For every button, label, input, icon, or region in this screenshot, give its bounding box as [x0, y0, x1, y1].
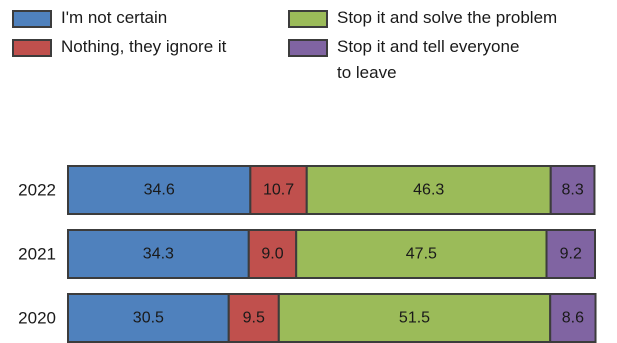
bar-segment-2020-s1 [227, 293, 280, 343]
bar-segment-2021-s1 [247, 229, 298, 279]
legend-label: Nothing, they ignore it [61, 37, 227, 56]
year-label-2021: 2021 [18, 245, 56, 264]
data-label-2022-s3: 8.3 [561, 182, 583, 199]
legend-item-not-certain: I'm not certain [12, 8, 167, 31]
bar-segment-2021-s0 [67, 229, 250, 279]
legend-swatch-not-certain [12, 10, 52, 28]
legend-item-nothing: Nothing, they ignore it [12, 37, 226, 60]
data-label-2021-s3: 9.2 [560, 246, 582, 263]
legend-label: I'm not certain [61, 8, 168, 27]
year-label-2022: 2022 [18, 181, 56, 200]
bar-segment-2021-s3 [545, 229, 596, 279]
bar-segment-2022-s3 [549, 165, 596, 215]
data-label-2020-s1: 9.5 [243, 310, 265, 327]
data-label-2020-s2: 51.5 [399, 310, 430, 327]
data-label-2020-s3: 8.6 [562, 310, 584, 327]
data-label-2021-s0: 34.3 [143, 246, 174, 263]
legend-swatch-nothing [12, 39, 52, 57]
bar-segment-2020-s2 [277, 293, 552, 343]
legend-label: Stop it and tell everyone to leave [337, 37, 520, 82]
data-label-2021-s2: 47.5 [406, 246, 437, 263]
data-label-2022-s2: 46.3 [413, 182, 444, 199]
legend-label: Stop it and solve the problem [337, 8, 558, 27]
data-label-2022-s0: 34.6 [144, 182, 175, 199]
bar-segment-2021-s2 [295, 229, 548, 279]
data-label-2021-s1: 9.0 [261, 246, 283, 263]
data-label-2020-s0: 30.5 [133, 310, 164, 327]
data-label-2022-s1: 10.7 [263, 182, 294, 199]
legend-swatch-solve [288, 10, 328, 28]
bar-segment-2020-s3 [549, 293, 597, 343]
legend-item-solve: Stop it and solve the problem [288, 8, 557, 31]
legend: I'm not certain Nothing, they ignore it … [0, 0, 617, 100]
year-label-2020: 2020 [18, 309, 56, 328]
bar-segment-2020-s0 [67, 293, 230, 343]
legend-item-leave: Stop it and tell everyone to leave [288, 37, 519, 86]
bar-segment-2022-s1 [249, 165, 308, 215]
legend-swatch-leave [288, 39, 328, 57]
